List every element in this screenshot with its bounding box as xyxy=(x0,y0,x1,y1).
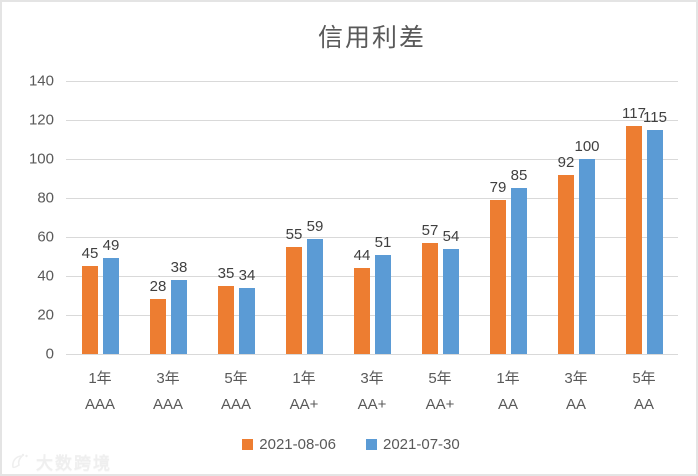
bar-2021-08-06-5年-AAA xyxy=(218,286,234,354)
x-axis-category-line: AA+ xyxy=(357,396,387,413)
x-axis-category-label: 5年 AAA xyxy=(201,366,271,418)
bar-2021-08-06-3年-AAA xyxy=(150,299,166,354)
gridline xyxy=(66,120,678,121)
bar-2021-08-06-3年-AA+ xyxy=(354,268,370,354)
x-axis-category-label: 3年 AA xyxy=(541,366,611,418)
data-label: 38 xyxy=(170,259,188,276)
legend-item-2021-07-30: 2021-07-30 xyxy=(366,436,460,453)
x-axis-category-label: 1年 AAA xyxy=(65,366,135,418)
legend-marker-orange-icon xyxy=(242,439,254,450)
gridline xyxy=(66,315,678,316)
data-label: 57 xyxy=(421,222,439,239)
x-axis-category-label: 1年 AA+ xyxy=(269,366,339,418)
bar-2021-07-30-1年-AA+ xyxy=(307,239,323,354)
data-label: 44 xyxy=(353,247,371,264)
x-axis-category-line: 5年 xyxy=(428,370,452,387)
x-axis-category-line: AAA xyxy=(152,396,183,413)
x-axis-category-line: AA xyxy=(633,396,654,413)
y-axis-tick-label: 140 xyxy=(28,72,54,90)
x-axis-category-line: AA+ xyxy=(289,396,319,413)
y-axis-tick-label: 20 xyxy=(37,306,54,324)
data-label: 35 xyxy=(217,265,235,282)
data-label: 79 xyxy=(489,179,507,196)
gridline xyxy=(66,237,678,238)
gridline xyxy=(66,198,678,199)
bar-2021-08-06-1年-AAA xyxy=(82,266,98,354)
data-label: 34 xyxy=(238,267,256,284)
y-axis-tick-label: 0 xyxy=(45,345,54,363)
x-axis-category-line: 3年 xyxy=(156,370,180,387)
bar-2021-07-30-3年-AAA xyxy=(171,280,187,354)
x-axis-category-label: 5年 AA xyxy=(609,366,679,418)
x-axis-category-line: 1年 xyxy=(496,370,520,387)
legend-marker-blue-icon xyxy=(366,439,377,450)
x-axis-category-line: AA+ xyxy=(425,396,455,413)
swoosh-bird-logo-icon xyxy=(10,451,32,473)
watermark-text: 大数跨境 xyxy=(36,454,112,473)
data-label: 55 xyxy=(285,226,303,243)
gridline xyxy=(66,276,678,277)
data-label: 51 xyxy=(374,234,392,251)
x-axis-category-line: 3年 xyxy=(564,370,588,387)
x-axis-category-line: AAA xyxy=(84,396,115,413)
bar-2021-07-30-1年-AAA xyxy=(103,258,119,354)
x-axis-category-line: 3年 xyxy=(360,370,384,387)
y-axis-tick-label: 60 xyxy=(37,228,54,246)
legend-label: 2021-08-06 xyxy=(259,436,336,453)
x-axis-category-line: 5年 xyxy=(632,370,656,387)
y-axis-tick-label: 80 xyxy=(37,189,54,207)
gridline xyxy=(66,354,678,355)
x-axis-category-line: AA xyxy=(565,396,586,413)
data-label: 59 xyxy=(306,218,324,235)
bar-2021-08-06-5年-AA+ xyxy=(422,243,438,354)
x-axis-category-label: 3年 AAA xyxy=(133,366,203,418)
chart-legend: 2021-08-06 2021-07-30 xyxy=(2,436,696,453)
data-label: 85 xyxy=(510,167,528,184)
gridline xyxy=(66,81,678,82)
x-axis-category-line: 1年 xyxy=(88,370,112,387)
data-label: 45 xyxy=(81,245,99,262)
bar-2021-08-06-5年-AA xyxy=(626,126,642,354)
x-axis-category-line: AAA xyxy=(220,396,251,413)
chart-title: 信用利差 xyxy=(317,23,426,52)
bar-2021-07-30-3年-AA+ xyxy=(375,255,391,354)
legend-item-2021-08-06: 2021-08-06 xyxy=(242,436,336,453)
y-axis-tick-label: 40 xyxy=(37,267,54,285)
x-axis-category-line: 1年 xyxy=(292,370,316,387)
gridline xyxy=(66,159,678,160)
data-label: 49 xyxy=(102,237,120,254)
bar-2021-08-06-1年-AA+ xyxy=(286,247,302,354)
x-axis-category-label: 3年 AA+ xyxy=(337,366,407,418)
bar-2021-07-30-5年-AAA xyxy=(239,288,255,354)
data-label: 117 xyxy=(622,105,646,122)
bar-2021-07-30-1年-AA xyxy=(511,188,527,354)
x-axis-category-line: 5年 xyxy=(224,370,248,387)
data-label: 100 xyxy=(574,138,600,155)
data-label: 54 xyxy=(442,228,460,245)
bar-2021-07-30-3年-AA xyxy=(579,159,595,354)
bar-2021-08-06-1年-AA xyxy=(490,200,506,354)
x-axis-category-label: 5年 AA+ xyxy=(405,366,475,418)
y-axis-tick-label: 120 xyxy=(28,111,54,129)
legend-label: 2021-07-30 xyxy=(383,436,460,453)
data-label: 92 xyxy=(557,154,575,171)
bar-2021-07-30-5年-AA+ xyxy=(443,249,459,354)
watermark: 大数跨境 xyxy=(10,449,112,474)
bar-2021-08-06-3年-AA xyxy=(558,175,574,354)
y-axis-tick-label: 100 xyxy=(28,150,54,168)
data-label: 28 xyxy=(149,278,167,295)
x-axis-category-line: AA xyxy=(497,396,518,413)
x-axis-category-label: 1年 AA xyxy=(473,366,543,418)
data-label: 115 xyxy=(643,109,667,126)
bar-2021-07-30-5年-AA xyxy=(647,130,663,354)
